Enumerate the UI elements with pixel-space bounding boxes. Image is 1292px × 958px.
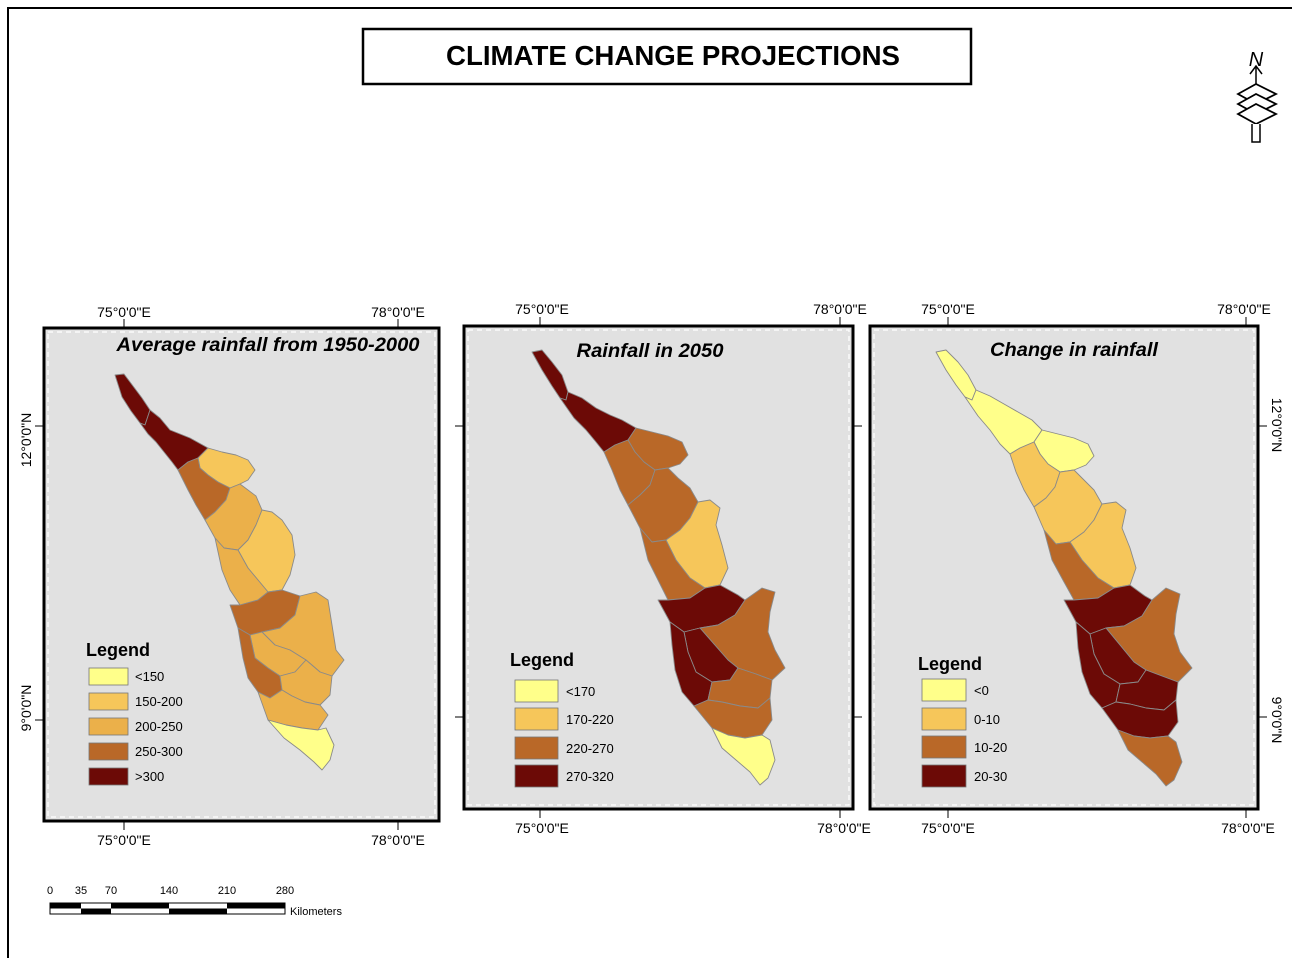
map-legend: Legend <170 170-220 220-270 270-320 bbox=[510, 650, 614, 788]
scale-tick-label: 280 bbox=[276, 885, 294, 897]
legend-swatch bbox=[921, 678, 967, 702]
lon-label-top-east: 78°0'0"E bbox=[1217, 301, 1271, 317]
legend-swatch bbox=[88, 667, 129, 686]
title-box: CLIMATE CHANGE PROJECTIONS bbox=[361, 27, 973, 86]
legend-title: Legend bbox=[86, 640, 150, 660]
scale-bar-segment bbox=[227, 903, 285, 909]
legend-swatch bbox=[514, 679, 559, 703]
legend-label: >300 bbox=[135, 769, 164, 784]
lat-label-north: 12°0'0"N bbox=[1269, 398, 1285, 453]
scale-bar-segment bbox=[111, 903, 169, 909]
legend-label: <0 bbox=[974, 683, 989, 698]
north-arrow-tail bbox=[1251, 124, 1261, 143]
scale-unit: Kilometers bbox=[290, 906, 342, 918]
map-title: Change in rainfall bbox=[990, 340, 1159, 361]
map-panel-1: Average rainfall from 1950-2000 75°0'0"E… bbox=[18, 304, 441, 848]
legend-swatch bbox=[921, 707, 967, 731]
legend-swatch bbox=[88, 717, 129, 736]
map-legend: Legend <0 0-10 10-20 20-30 bbox=[918, 654, 1007, 788]
map-title: Average rainfall from 1950-2000 bbox=[115, 335, 420, 356]
legend-label: 250-300 bbox=[135, 744, 183, 759]
lon-label-bottom-west: 75°0'0"E bbox=[921, 820, 975, 836]
legend-swatch bbox=[514, 764, 559, 788]
north-arrow-icon: N bbox=[1236, 49, 1279, 143]
map-frame bbox=[42, 326, 441, 823]
legend-swatch bbox=[921, 735, 967, 759]
page-frame bbox=[7, 7, 1292, 958]
lon-label-top-east: 78°0'0"E bbox=[371, 304, 425, 320]
scale-tick-label: 140 bbox=[160, 885, 178, 897]
legend-label: <170 bbox=[566, 684, 595, 699]
lon-label-bottom-east: 78°0'0"E bbox=[371, 832, 425, 848]
lon-label-bottom-east: 78°0'0"E bbox=[1221, 820, 1275, 836]
lon-label-top-west: 75°0'0"E bbox=[515, 301, 569, 317]
legend-swatch bbox=[88, 742, 129, 761]
scale-tick-label: 0 bbox=[47, 885, 53, 897]
map-panel-3: Change in rainfall 75°0'0"E 78°0'0"E 75°… bbox=[868, 301, 1285, 836]
region-map bbox=[935, 349, 1193, 787]
region-map bbox=[531, 349, 786, 786]
north-letter: N bbox=[1249, 49, 1264, 71]
lon-label-bottom-east: 78°0'0"E bbox=[817, 820, 871, 836]
lon-label-top-west: 75°0'0"E bbox=[921, 301, 975, 317]
title-frame bbox=[361, 27, 973, 86]
map-title: Rainfall in 2050 bbox=[577, 341, 724, 362]
lon-label-bottom-west: 75°0'0"E bbox=[515, 820, 569, 836]
north-arrow-layer-3 bbox=[1236, 102, 1279, 126]
legend-label: 170-220 bbox=[566, 712, 614, 727]
page-title: CLIMATE CHANGE PROJECTIONS bbox=[446, 40, 900, 71]
legend-label: 20-30 bbox=[974, 769, 1007, 784]
map-frame bbox=[462, 324, 855, 811]
legend-label: 150-200 bbox=[135, 694, 183, 709]
legend-swatch bbox=[88, 692, 129, 711]
district-thiruvananthapuram bbox=[267, 719, 335, 771]
scale-bar-segment bbox=[169, 908, 227, 914]
legend-label: <150 bbox=[135, 669, 164, 684]
legend-swatch bbox=[921, 764, 967, 788]
scale-tick-label: 210 bbox=[218, 885, 236, 897]
legend-title: Legend bbox=[918, 654, 982, 674]
map-panel-2: Rainfall in 2050 75°0'0"E 78°0'0"E 75°0'… bbox=[455, 301, 871, 836]
region-map bbox=[114, 373, 345, 771]
legend-label: 10-20 bbox=[974, 740, 1007, 755]
lat-label-north: 12°0'0"N bbox=[18, 413, 34, 468]
legend-label: 200-250 bbox=[135, 719, 183, 734]
scale-tick-label: 70 bbox=[105, 885, 117, 897]
lon-label-top-west: 75°0'0"E bbox=[97, 304, 151, 320]
map-frame-dashes bbox=[873, 329, 1255, 806]
scale-bar-segment bbox=[50, 903, 81, 909]
district-thiruvananthapuram bbox=[711, 727, 776, 786]
map-frame bbox=[868, 324, 1260, 811]
legend-swatch bbox=[88, 767, 129, 786]
lon-label-bottom-west: 75°0'0"E bbox=[97, 832, 151, 848]
legend-label: 270-320 bbox=[566, 769, 614, 784]
legend-label: 0-10 bbox=[974, 712, 1000, 727]
scale-tick-label: 35 bbox=[75, 885, 87, 897]
lon-label-top-east: 78°0'0"E bbox=[813, 301, 867, 317]
legend-label: 220-270 bbox=[566, 741, 614, 756]
scale-bar: 0 35 70 140 210 280 Kilometers bbox=[47, 885, 343, 918]
map-frame-dashes bbox=[47, 331, 436, 818]
legend-title: Legend bbox=[510, 650, 574, 670]
legend-swatch bbox=[514, 707, 559, 731]
scale-bar-segment bbox=[81, 908, 111, 914]
lat-label-south: 9°0'0"N bbox=[1269, 697, 1285, 744]
district-thiruvananthapuram bbox=[1117, 729, 1183, 787]
lat-label-south: 9°0'0"N bbox=[18, 685, 34, 732]
map-frame-dashes bbox=[467, 329, 850, 806]
map-legend: Legend <150 150-200 200-250 250-300 >300 bbox=[86, 640, 183, 786]
legend-swatch bbox=[514, 736, 559, 760]
